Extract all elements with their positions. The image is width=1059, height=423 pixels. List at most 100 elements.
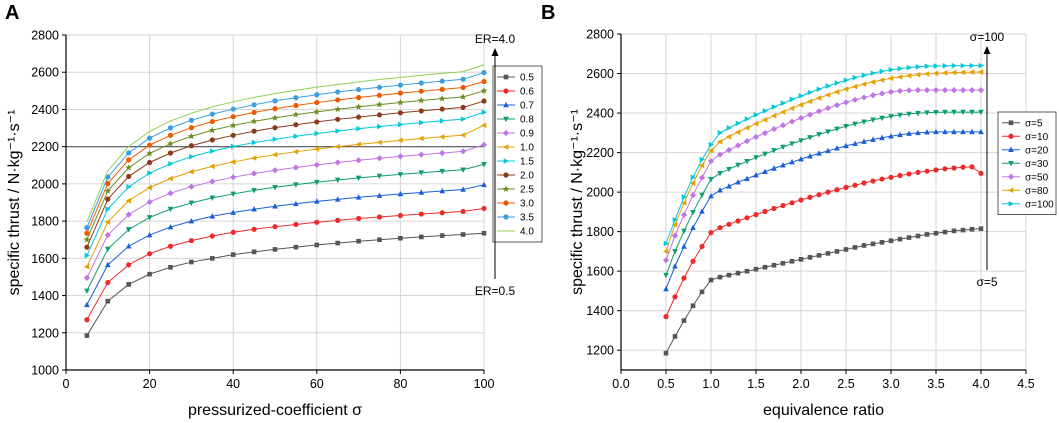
data-point bbox=[744, 215, 750, 221]
data-point bbox=[707, 147, 714, 154]
data-point bbox=[334, 143, 340, 150]
data-point bbox=[924, 63, 931, 70]
data-point bbox=[708, 141, 715, 148]
legend-label: 3.0 bbox=[520, 199, 534, 210]
data-point bbox=[209, 137, 215, 143]
data-point bbox=[418, 151, 425, 158]
data-point bbox=[807, 135, 813, 141]
data-point bbox=[188, 143, 194, 149]
data-point bbox=[977, 87, 985, 94]
data-point bbox=[147, 142, 153, 148]
data-point bbox=[459, 93, 467, 100]
panel-label: A bbox=[5, 2, 19, 24]
data-point bbox=[84, 230, 90, 236]
data-point bbox=[439, 86, 445, 92]
data-point bbox=[419, 234, 424, 240]
y-tick-label: 1800 bbox=[586, 225, 614, 239]
legend: 0.5 0.6 0.7 0.8 0.9 1.0 1.5 2.0 2.5 3.0 3.5 4.0 bbox=[492, 65, 543, 243]
data-point bbox=[251, 170, 258, 177]
data-point bbox=[293, 244, 299, 250]
data-point bbox=[460, 104, 466, 110]
data-point bbox=[272, 125, 278, 131]
data-point bbox=[851, 96, 859, 103]
data-point bbox=[897, 131, 903, 138]
data-point bbox=[681, 243, 687, 249]
series-line bbox=[665, 228, 982, 354]
series-5 bbox=[662, 69, 984, 255]
x-tick-label: 60 bbox=[310, 377, 324, 391]
data-point bbox=[84, 288, 90, 295]
data-point bbox=[376, 84, 383, 90]
legend-label: σ=80 bbox=[1025, 186, 1049, 197]
legend-marker bbox=[1008, 133, 1014, 139]
data-point bbox=[798, 197, 804, 203]
data-point bbox=[879, 134, 885, 141]
data-point bbox=[752, 133, 760, 141]
data-point bbox=[230, 209, 236, 215]
data-point bbox=[251, 139, 258, 146]
data-point bbox=[272, 184, 278, 191]
data-point bbox=[888, 238, 894, 244]
data-point bbox=[879, 240, 885, 245]
data-point bbox=[672, 294, 678, 300]
data-point bbox=[753, 212, 759, 218]
data-point bbox=[251, 109, 257, 116]
data-point bbox=[825, 83, 832, 89]
data-point bbox=[662, 248, 669, 255]
data-point bbox=[806, 98, 813, 105]
legend-label: σ=20 bbox=[1025, 145, 1049, 156]
data-point bbox=[833, 89, 840, 95]
data-point bbox=[356, 114, 362, 120]
data-point bbox=[251, 188, 257, 194]
data-point bbox=[376, 214, 383, 220]
data-point bbox=[897, 65, 904, 72]
y-tick-label: 2400 bbox=[586, 107, 614, 121]
data-point bbox=[125, 211, 132, 218]
series-line bbox=[86, 64, 485, 223]
data-point bbox=[397, 172, 404, 178]
series-4 bbox=[662, 87, 985, 264]
data-point bbox=[418, 211, 424, 217]
data-point bbox=[293, 133, 299, 140]
data-point bbox=[942, 229, 948, 235]
data-point bbox=[209, 111, 215, 117]
data-point bbox=[717, 274, 723, 280]
data-point bbox=[771, 165, 777, 171]
x-tick-label: 2.0 bbox=[792, 377, 809, 391]
data-point bbox=[356, 125, 362, 132]
data-point bbox=[313, 161, 320, 169]
data-point bbox=[717, 225, 723, 231]
data-point bbox=[834, 80, 841, 86]
data-point bbox=[397, 190, 404, 197]
data-point bbox=[376, 173, 383, 180]
data-point bbox=[334, 196, 341, 202]
data-point bbox=[797, 114, 805, 122]
data-point bbox=[851, 83, 858, 90]
data-point bbox=[167, 243, 174, 249]
data-point bbox=[744, 158, 750, 165]
data-point bbox=[126, 282, 131, 287]
data-point bbox=[780, 162, 786, 168]
data-point bbox=[915, 110, 921, 117]
data-point bbox=[797, 101, 804, 108]
data-point bbox=[439, 168, 445, 175]
data-point bbox=[376, 155, 383, 162]
data-point bbox=[230, 132, 236, 138]
data-point bbox=[789, 258, 795, 264]
data-point bbox=[950, 87, 958, 94]
y-tick-label: 1000 bbox=[31, 364, 59, 378]
data-point bbox=[397, 110, 403, 116]
data-point bbox=[915, 64, 922, 70]
data-point bbox=[815, 95, 822, 101]
data-point bbox=[376, 139, 382, 146]
data-point bbox=[897, 236, 903, 242]
legend-label: 0.8 bbox=[520, 115, 534, 126]
data-point bbox=[969, 164, 975, 170]
data-point bbox=[906, 64, 913, 71]
data-point bbox=[843, 184, 849, 190]
data-point bbox=[481, 109, 488, 116]
y-tick-label: 2600 bbox=[31, 66, 59, 80]
data-point bbox=[896, 87, 904, 95]
data-point bbox=[663, 285, 669, 292]
